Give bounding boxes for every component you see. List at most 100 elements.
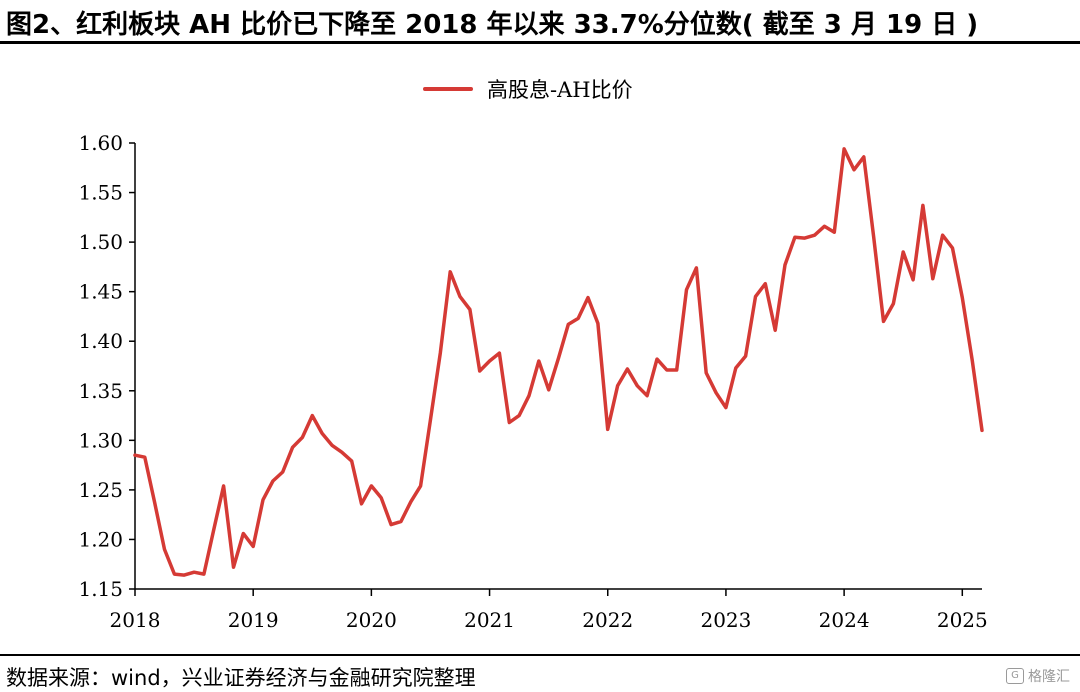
data-point bbox=[360, 502, 363, 505]
y-tick-label: 1.55 bbox=[78, 181, 123, 205]
legend-line-swatch bbox=[423, 87, 473, 91]
data-point bbox=[439, 351, 442, 355]
data-point bbox=[389, 523, 393, 526]
data-point bbox=[252, 545, 255, 548]
data-point bbox=[419, 484, 422, 488]
line-chart: 1.60 1.55 1.50 1.45 1.40 1.35 1.30 1.25 1.20 1.15… bbox=[78, 131, 988, 632]
data-point bbox=[833, 231, 836, 234]
data-point bbox=[586, 296, 590, 299]
data-point bbox=[508, 421, 511, 424]
data-point bbox=[596, 322, 600, 325]
legend-label: 高股息-AH比价 bbox=[487, 78, 633, 102]
data-point bbox=[606, 428, 609, 431]
legend: 高股息-AH比价 bbox=[423, 74, 633, 104]
data-point bbox=[961, 296, 964, 299]
data-point bbox=[655, 357, 659, 361]
data-point bbox=[350, 459, 353, 463]
x-tick-label: 2021 bbox=[464, 608, 515, 632]
data-point bbox=[862, 155, 865, 159]
data-point bbox=[409, 500, 412, 503]
data-point bbox=[163, 548, 166, 551]
y-tick-label: 1.40 bbox=[78, 329, 123, 353]
series-layer bbox=[133, 147, 984, 577]
data-point bbox=[951, 246, 954, 250]
data-point bbox=[921, 204, 925, 207]
data-point bbox=[232, 566, 235, 569]
data-point bbox=[675, 368, 678, 372]
data-point bbox=[842, 147, 846, 151]
data-point bbox=[311, 414, 314, 417]
data-point bbox=[399, 520, 403, 523]
data-point bbox=[793, 236, 797, 239]
data-point bbox=[458, 295, 462, 298]
data-point bbox=[616, 384, 619, 387]
data-point bbox=[971, 358, 974, 362]
data-point bbox=[744, 354, 747, 358]
watermark: G 格隆汇 bbox=[1006, 666, 1070, 686]
data-point bbox=[261, 498, 265, 501]
y-tick-label: 1.35 bbox=[78, 379, 123, 403]
data-point bbox=[557, 356, 560, 360]
source-note: 数据来源：wind，兴业证券经济与金融研究院整理 bbox=[6, 666, 476, 690]
data-point bbox=[872, 236, 875, 239]
data-point bbox=[714, 391, 718, 394]
watermark-text: 格隆汇 bbox=[1028, 669, 1070, 685]
data-point bbox=[695, 266, 698, 270]
data-point bbox=[823, 225, 826, 228]
data-point bbox=[537, 359, 540, 363]
data-point bbox=[685, 288, 688, 291]
y-tick-label: 1.15 bbox=[78, 577, 123, 601]
data-point bbox=[636, 384, 639, 387]
data-point bbox=[577, 317, 580, 320]
data-point bbox=[626, 367, 629, 371]
data-point bbox=[803, 236, 806, 240]
series-line bbox=[133, 147, 984, 577]
data-point bbox=[380, 496, 383, 499]
x-tick-label: 2020 bbox=[346, 608, 397, 632]
data-point bbox=[153, 501, 156, 504]
data-point bbox=[774, 329, 777, 332]
data-point bbox=[478, 369, 481, 373]
data-point bbox=[665, 368, 668, 372]
y-tick-label: 1.45 bbox=[78, 280, 123, 304]
y-tick-label: 1.30 bbox=[78, 428, 123, 452]
y-axis: 1.60 1.55 1.50 1.45 1.40 1.35 1.30 1.25 1.20 1.15 bbox=[78, 131, 136, 601]
x-tick-label: 2023 bbox=[700, 608, 751, 632]
x-tick-label: 2018 bbox=[110, 608, 161, 632]
data-point bbox=[882, 320, 885, 323]
data-point bbox=[429, 418, 432, 421]
y-tick-label: 1.60 bbox=[78, 131, 123, 155]
y-tick-label: 1.20 bbox=[78, 527, 123, 551]
data-point bbox=[242, 532, 245, 535]
x-axis: 2018 2019 2020 2021 2022 2023 2024 2025 bbox=[110, 588, 988, 632]
data-point bbox=[764, 282, 767, 285]
data-point bbox=[222, 484, 225, 488]
data-point bbox=[724, 406, 728, 409]
g-logo-icon: G bbox=[1006, 668, 1024, 684]
data-point bbox=[734, 366, 737, 370]
data-point bbox=[547, 388, 550, 391]
footer: 数据来源：wind，兴业证券经济与金融研究院整理 G 格隆汇 bbox=[0, 654, 1080, 690]
data-point bbox=[449, 270, 452, 273]
data-point bbox=[892, 302, 895, 305]
x-tick-label: 2019 bbox=[228, 608, 279, 632]
data-point bbox=[271, 479, 275, 483]
data-point bbox=[498, 351, 501, 355]
chart-title: 图2、红利板块 AH 比价已下降至 2018 年以来 33.7%分位数( 截至 … bbox=[6, 10, 979, 40]
y-tick-label: 1.25 bbox=[78, 478, 123, 502]
data-point bbox=[370, 484, 373, 488]
data-point bbox=[911, 278, 915, 281]
data-point bbox=[783, 263, 787, 267]
data-point bbox=[192, 571, 196, 574]
data-point bbox=[173, 572, 176, 576]
data-point bbox=[301, 436, 304, 439]
data-point bbox=[291, 446, 294, 449]
data-point bbox=[527, 394, 531, 397]
data-point bbox=[340, 451, 343, 454]
data-point bbox=[143, 456, 146, 459]
data-point bbox=[754, 295, 757, 298]
x-tick-label: 2024 bbox=[819, 608, 870, 632]
data-point bbox=[320, 432, 324, 435]
title-bar: 图2、红利板块 AH 比价已下降至 2018 年以来 33.7%分位数( 截至 … bbox=[0, 0, 1080, 44]
data-point bbox=[183, 573, 186, 577]
